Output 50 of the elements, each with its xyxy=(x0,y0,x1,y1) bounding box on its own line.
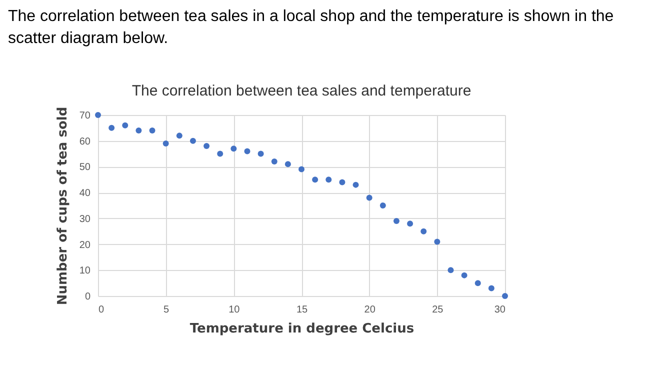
y-tick-label: 50 xyxy=(79,162,91,174)
point xyxy=(448,267,454,274)
point xyxy=(407,220,414,227)
point xyxy=(122,122,128,128)
y-axis-title: Number of cups of tea sold xyxy=(55,106,70,306)
point xyxy=(176,132,182,139)
x-tick-label: 30 xyxy=(494,304,506,316)
point xyxy=(149,128,156,134)
x-tick-label: 10 xyxy=(228,304,240,316)
y-tick-label: 40 xyxy=(79,188,91,200)
x-tick-label: 25 xyxy=(432,304,444,316)
x-tick-label: 0 xyxy=(98,304,104,316)
point xyxy=(271,158,278,165)
point xyxy=(352,182,359,188)
point xyxy=(434,238,440,245)
y-tick-label: 0 xyxy=(84,292,91,302)
point xyxy=(420,228,427,234)
point xyxy=(312,176,318,183)
x-tick-label: 20 xyxy=(364,304,376,316)
point xyxy=(217,150,224,157)
point xyxy=(190,138,196,144)
point xyxy=(339,179,346,186)
point xyxy=(461,272,468,278)
y-tick-label: 60 xyxy=(79,136,91,148)
text: The correlation between tea sales in a local shop and the temperature is shown in the scatter diagram below. xyxy=(8,7,615,49)
point xyxy=(204,143,210,150)
point xyxy=(108,124,115,131)
point xyxy=(488,285,494,292)
point xyxy=(393,218,400,224)
x-tick-label: 5 xyxy=(164,304,170,316)
y-tick-label: 20 xyxy=(79,240,91,251)
point xyxy=(95,112,101,118)
point xyxy=(136,128,142,134)
point xyxy=(162,140,169,146)
chart-title: The correlation between tea sales and temperature xyxy=(132,82,472,100)
point xyxy=(258,150,264,157)
x-axis-title: Temperature in degree Celcius xyxy=(190,322,414,336)
point xyxy=(380,202,386,208)
point xyxy=(284,161,291,168)
point xyxy=(298,166,304,172)
y-tick-label: 10 xyxy=(79,266,91,277)
point xyxy=(326,176,332,183)
point xyxy=(230,146,237,152)
point xyxy=(502,293,508,299)
point xyxy=(244,148,250,154)
point xyxy=(474,280,481,286)
y-tick-label: 30 xyxy=(79,214,91,225)
x-tick-label: 15 xyxy=(296,304,308,316)
y-tick-label: 70 xyxy=(79,110,91,122)
point xyxy=(366,194,372,201)
